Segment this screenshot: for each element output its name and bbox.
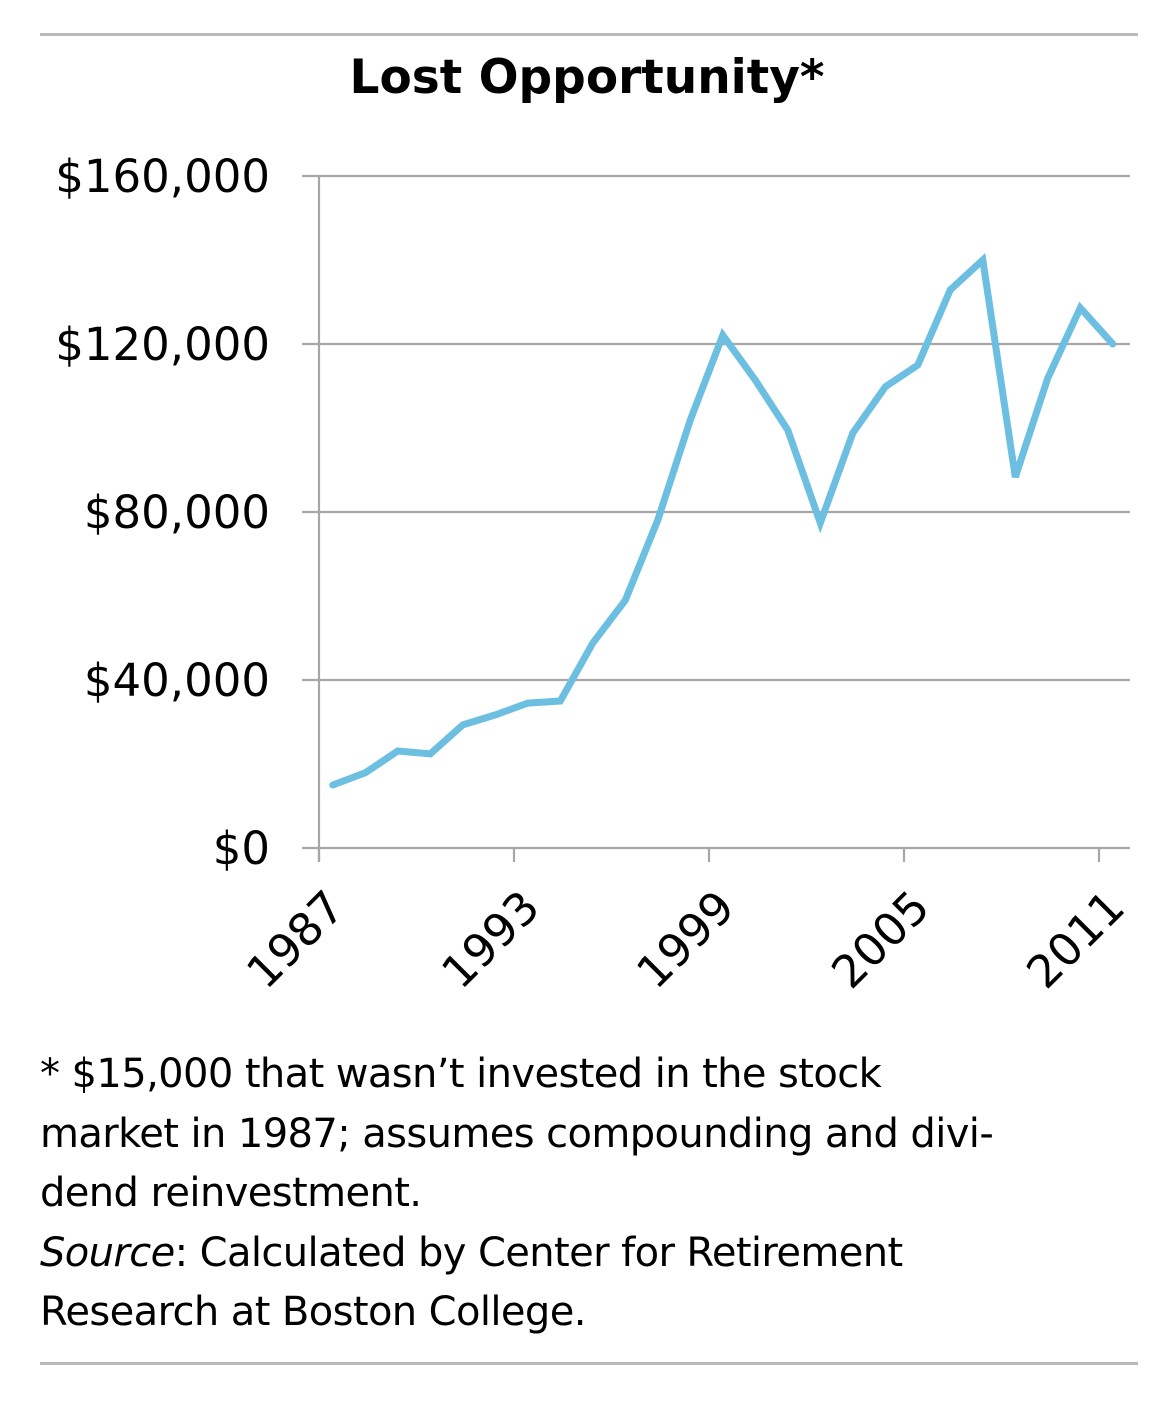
x-axis-tick-labels: 1987 1993 1999 2005 2011 xyxy=(236,880,1134,998)
x-tick-label: 1987 xyxy=(236,880,354,998)
source-text: : Calculated by Center for Retirement xyxy=(174,1229,904,1276)
source-label: Source xyxy=(40,1229,175,1276)
x-tick-label: 1999 xyxy=(626,880,744,998)
axes xyxy=(317,176,1101,862)
x-tick-label: 2011 xyxy=(1016,880,1134,998)
top-divider xyxy=(40,33,1138,36)
x-tick-label: 1993 xyxy=(431,880,549,998)
series-line xyxy=(329,252,1117,789)
footnote-note-line-1: * $15,000 that wasn’t invested in the st… xyxy=(40,1051,882,1097)
footnote-source-line-1: Source: Calculated by Center for Retirem… xyxy=(40,1224,1140,1284)
series-layer xyxy=(329,252,1117,789)
footnote-source-line-2: Research at Boston College. xyxy=(40,1289,586,1335)
y-tick-label: $80,000 xyxy=(84,486,270,539)
chart-title: Lost Opportunity* xyxy=(349,50,825,105)
gridlines xyxy=(302,174,1130,850)
line-chart: $0 $40,000 $80,000 $120,000 $160,000 1987 199… xyxy=(55,150,1134,999)
footnote-note-line-2: market in 1987; assumes compounding and … xyxy=(40,1110,994,1157)
bottom-divider xyxy=(40,1362,1138,1365)
footnote-note-line-3: dend reinvestment. xyxy=(40,1170,422,1216)
footnote: * $15,000 that wasn’t invested in the st… xyxy=(40,1045,1140,1343)
x-tick-label: 2005 xyxy=(821,880,939,998)
y-tick-label: $40,000 xyxy=(84,654,270,707)
y-tick-label: $120,000 xyxy=(55,318,270,371)
y-tick-label: $0 xyxy=(213,822,270,875)
y-axis-tick-labels: $0 $40,000 $80,000 $120,000 $160,000 xyxy=(55,150,270,875)
y-tick-label: $160,000 xyxy=(55,150,270,203)
